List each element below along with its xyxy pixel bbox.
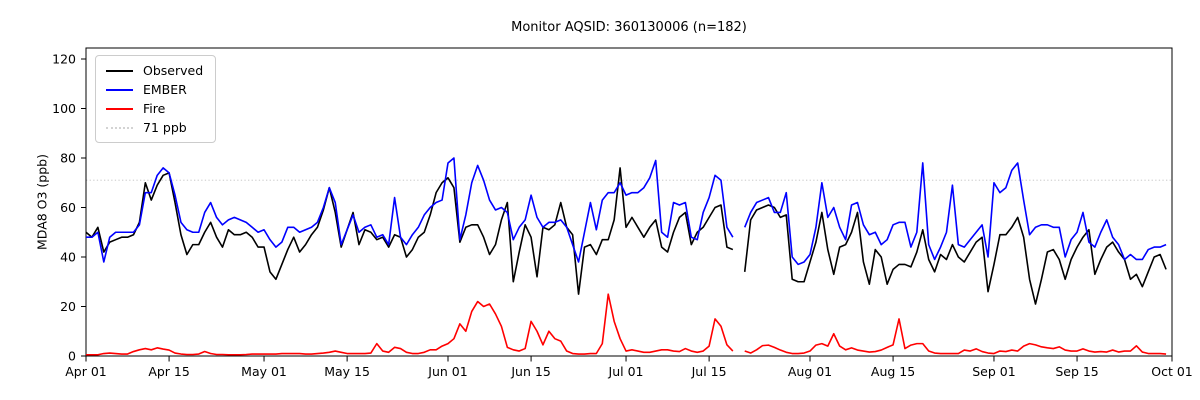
y-tick-label: 100 xyxy=(52,101,76,116)
legend-item-ember: EMBER xyxy=(106,82,203,97)
plot-border xyxy=(85,47,1173,357)
x-tick-label: Apr 15 xyxy=(148,364,190,379)
legend-label-fire: Fire xyxy=(143,101,166,116)
x-tick-label: Jul 01 xyxy=(608,364,644,379)
ember-line xyxy=(86,157,1167,266)
x-tick-label: Jun 01 xyxy=(427,364,467,379)
x-tick-label: Jun 15 xyxy=(510,364,550,379)
y-axis-title: MDA8 O3 (ppb) xyxy=(34,154,50,250)
x-tick-label: Aug 15 xyxy=(871,364,915,379)
x-tick-label: Aug 01 xyxy=(788,364,832,379)
x-tick-label: Sep 15 xyxy=(1055,364,1098,379)
y-tick-label: 40 xyxy=(60,249,76,264)
x-tick-label: May 15 xyxy=(324,364,370,379)
y-tick-label: 20 xyxy=(60,299,76,314)
y-tick-label: 60 xyxy=(60,200,76,215)
legend-item-observed: Observed xyxy=(106,63,203,78)
y-tick-label: 80 xyxy=(60,150,76,165)
y-tick-label: 120 xyxy=(52,51,76,66)
observed-line xyxy=(85,167,1167,305)
legend-item-threshold: 71 ppb xyxy=(106,120,203,135)
x-tick-label: Apr 01 xyxy=(65,364,107,379)
threshold-line-swatch xyxy=(106,126,133,129)
y-tick-label: 0 xyxy=(68,348,76,363)
legend-label-ember: EMBER xyxy=(143,82,187,97)
fire-line-swatch xyxy=(106,107,133,110)
x-tick-label: Oct 01 xyxy=(1151,364,1193,379)
legend-item-fire: Fire xyxy=(106,101,203,116)
x-tick-label: Jul 15 xyxy=(691,364,727,379)
legend-label-threshold: 71 ppb xyxy=(143,120,187,135)
x-tick-label: May 01 xyxy=(241,364,287,379)
x-tick-label: Sep 01 xyxy=(972,364,1015,379)
observed-line-swatch xyxy=(106,69,133,72)
fire-line xyxy=(86,293,1167,356)
legend-label-observed: Observed xyxy=(143,63,204,78)
legend: Observed EMBER Fire 71 ppb xyxy=(95,55,217,143)
chart-title: Monitor AQSID: 360130006 (n=182) xyxy=(511,20,747,35)
ember-line-swatch xyxy=(106,88,133,91)
